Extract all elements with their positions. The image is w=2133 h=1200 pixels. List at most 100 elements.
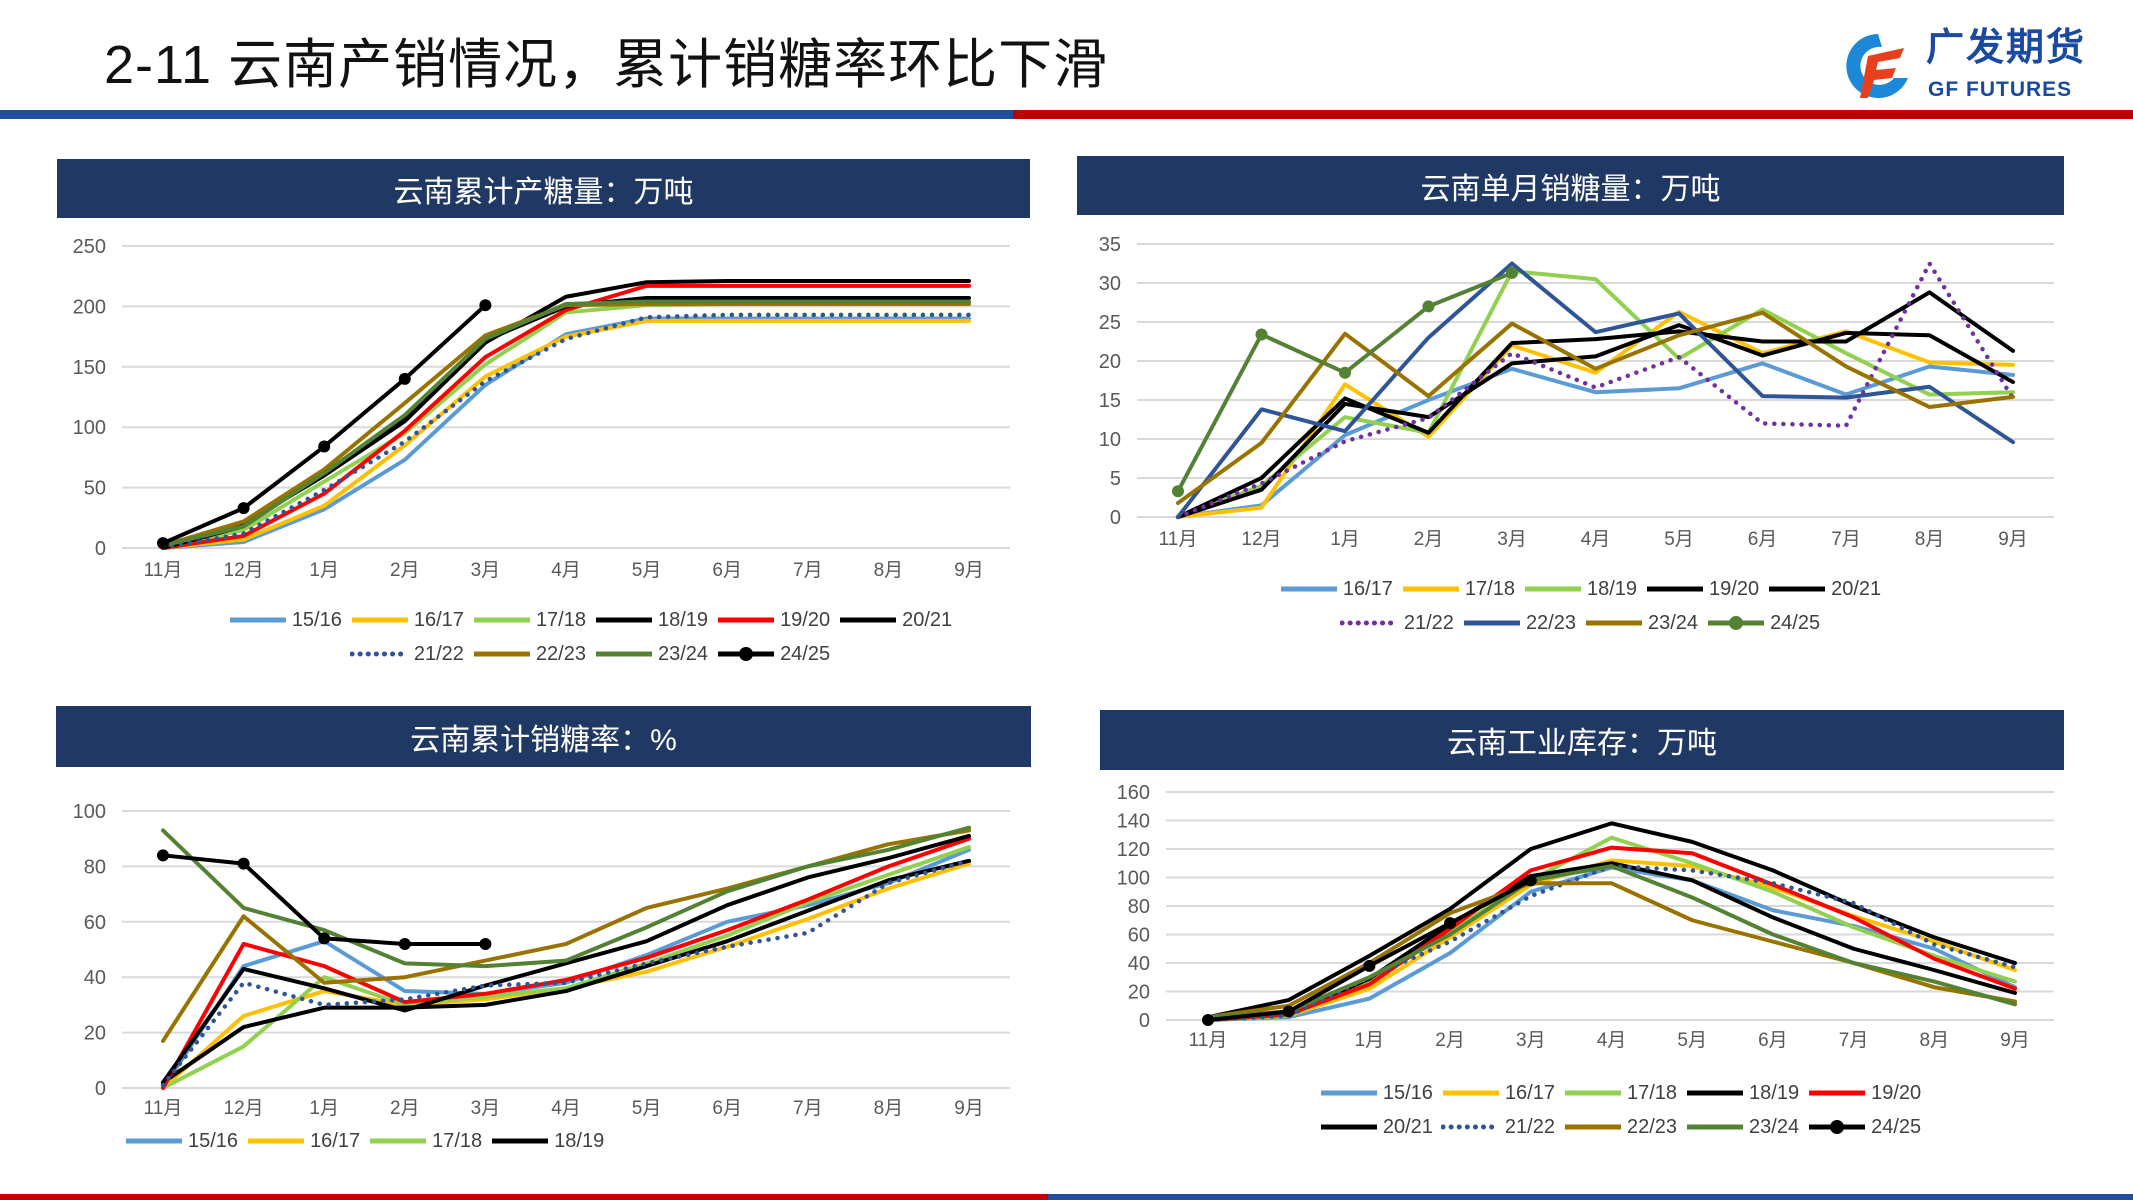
series-line-17-18 [161,845,971,1090]
x-tick-label: 11月 [144,560,183,581]
legend-item: 15/16 [228,603,342,637]
legend-swatch-icon [492,1138,549,1144]
top-bar-red [1013,110,2133,119]
y-tick-label: 0 [1110,507,1121,529]
legend-swatch-icon [840,617,897,623]
y-tick-label: 40 [84,967,106,989]
data-point-marker [479,937,492,950]
x-tick-label: 8月 [874,1098,904,1119]
y-tick-label: 25 [1099,312,1121,334]
legend-swatch-icon [248,1138,305,1144]
series-line-20-21 [1206,821,2017,1020]
legend-item: 21/22 [1339,606,1454,640]
legend-item: 24/25 [1706,606,1820,640]
series-line-15-16 [161,847,971,1090]
legend-label: 24/25 [1770,612,1821,634]
data-point-marker [398,372,411,385]
x-tick-label: 9月 [2000,1030,2030,1051]
series-line-20-21 [1176,290,2015,519]
x-tick-label: 12月 [1241,529,1281,550]
chart-2: 0 20 40 60 80 100 11月 12月 1月 2月 3月 4月 5月 6月 7月 8月 9月 [73,801,1010,1119]
x-tick-label: 5月 [1677,1030,1707,1051]
legend-chart-1: 16/17 17/18 18/19 19/20 20/21 21/22 22/23 23/24… [1230,572,1930,640]
series-line-21-22 [1175,261,2016,520]
legend-item: 19/20 [716,603,830,637]
x-tick-label: 8月 [1915,529,1945,550]
x-tick-label: 9月 [954,1098,984,1119]
legend-item: 23/24 [594,637,708,671]
legend-label: 18/19 [1586,578,1638,600]
y-tick-label: 20 [1128,982,1150,1004]
x-tick-label: 12月 [224,1098,264,1119]
bottom-bar-red [0,1194,1048,1200]
x-tick-label: 6月 [1748,529,1778,550]
y-tick-label: 100 [73,417,106,439]
legend-item: 16/17 [246,1124,360,1158]
data-point-marker [237,502,250,515]
x-tick-label: 3月 [471,1098,501,1119]
y-tick-label: 60 [1128,925,1150,947]
legend-label: 16/17 [1342,578,1393,600]
x-tick-label: 11月 [144,1098,183,1119]
series-line-22-23 [1176,261,2015,519]
x-tick-label: 8月 [874,560,904,581]
series-line-23-24 [161,299,971,548]
legend-label: 20/21 [1382,1116,1433,1138]
legend-item: 22/23 [1462,606,1576,640]
legend-label: 15/16 [1382,1082,1433,1104]
legend-label: 16/17 [1504,1082,1555,1104]
legend-label: 18/19 [658,609,709,631]
y-tick-label: 0 [1139,1010,1150,1032]
top-bar-blue [0,110,1013,119]
series-line-15-16 [161,316,971,550]
data-point-marker [318,440,331,453]
y-tick-label: 80 [84,856,106,878]
legend-swatch-icon [229,617,286,623]
legend-item: 20/21 [1767,572,1881,606]
data-point-marker [1282,1005,1295,1018]
x-tick-label: 9月 [954,560,984,581]
legend-item: 21/22 [1440,1110,1555,1144]
series-line-23-24 [1206,864,2017,1020]
legend-swatch-icon [1320,1090,1377,1096]
y-tick-label: 30 [1099,273,1121,295]
data-point-marker [318,932,331,945]
legend-swatch-icon [1524,586,1581,592]
series-line-19-20 [1176,323,2015,519]
y-tick-label: 100 [1117,868,1150,890]
y-tick-label: 20 [1099,351,1121,373]
legend-item: 15/16 [1319,1076,1433,1110]
legend-swatch-icon [1687,1090,1744,1096]
y-tick-label: 80 [1128,896,1150,918]
legend-swatch-icon [1463,620,1520,626]
panel-header-cumulative-production: 云南累计产糖量：万吨 [57,159,1030,218]
data-point-marker [1506,266,1518,279]
legend-swatch-icon [718,647,775,661]
legend-swatch-icon [1280,586,1337,592]
legend-label: 21/22 [1403,612,1454,634]
legend-label: 22/23 [535,643,586,665]
legend-item: 16/17 [1279,572,1393,606]
panel-header-monthly-sales: 云南单月销糖量：万吨 [1077,156,2064,218]
legend-swatch-icon [1708,616,1765,630]
x-tick-label: 6月 [712,1098,742,1119]
legend-item: 17/18 [1563,1076,1677,1110]
data-point-marker [1255,328,1268,341]
x-tick-label: 3月 [1497,529,1527,550]
legend-label: 17/18 [1626,1082,1678,1104]
x-tick-label: 6月 [712,560,742,581]
y-tick-label: 10 [1099,429,1121,451]
legend-swatch-icon [1402,586,1459,592]
x-tick-label: 5月 [632,560,662,581]
legend-item: 19/20 [1807,1076,1921,1110]
legend-label: 15/16 [188,1130,239,1152]
legend-swatch-icon [370,1138,427,1144]
series-line-21-22 [160,312,972,551]
data-point-marker [157,537,169,550]
legend-label: 20/21 [1831,578,1882,600]
legend-swatch-icon [1320,1124,1377,1130]
legend-label: 22/23 [1525,612,1576,634]
y-tick-label: 200 [73,296,106,318]
legend-label: 15/16 [291,609,342,631]
legend-item: 20/21 [838,603,952,637]
